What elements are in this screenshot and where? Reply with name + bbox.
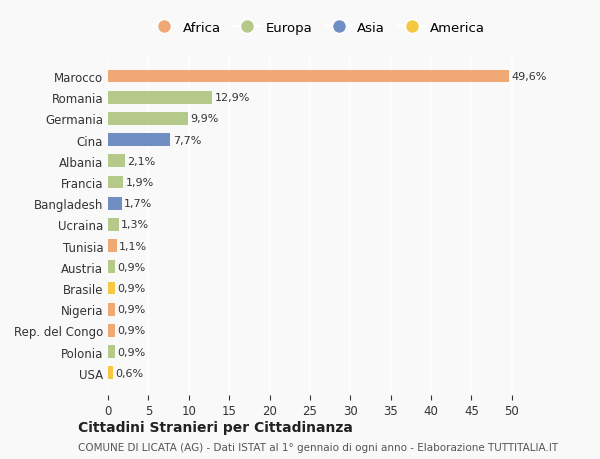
Text: 1,1%: 1,1%: [119, 241, 148, 251]
Bar: [108, 367, 113, 379]
Bar: [108, 155, 125, 168]
Text: 12,9%: 12,9%: [215, 93, 250, 103]
Text: 0,9%: 0,9%: [118, 304, 146, 314]
Text: 2,1%: 2,1%: [127, 157, 155, 167]
Bar: [108, 261, 115, 274]
Text: 0,9%: 0,9%: [118, 262, 146, 272]
Bar: [108, 218, 119, 231]
Text: 1,3%: 1,3%: [121, 220, 149, 230]
Text: 0,9%: 0,9%: [118, 347, 146, 357]
Bar: [108, 92, 212, 104]
Text: 1,9%: 1,9%: [126, 178, 154, 188]
Text: 1,7%: 1,7%: [124, 199, 152, 209]
Bar: [108, 197, 122, 210]
Bar: [108, 282, 115, 295]
Legend: Africa, Europa, Asia, America: Africa, Europa, Asia, America: [147, 17, 489, 39]
Bar: [108, 71, 509, 83]
Text: 9,9%: 9,9%: [190, 114, 219, 124]
Bar: [108, 346, 115, 358]
Text: 0,6%: 0,6%: [115, 368, 143, 378]
Bar: [108, 303, 115, 316]
Bar: [108, 325, 115, 337]
Text: 0,9%: 0,9%: [118, 283, 146, 293]
Text: 7,7%: 7,7%: [173, 135, 201, 146]
Text: Cittadini Stranieri per Cittadinanza: Cittadini Stranieri per Cittadinanza: [78, 420, 353, 435]
Text: 49,6%: 49,6%: [511, 72, 547, 82]
Text: COMUNE DI LICATA (AG) - Dati ISTAT al 1° gennaio di ogni anno - Elaborazione TUT: COMUNE DI LICATA (AG) - Dati ISTAT al 1°…: [78, 442, 558, 452]
Text: 0,9%: 0,9%: [118, 326, 146, 336]
Bar: [108, 113, 188, 125]
Bar: [108, 134, 170, 147]
Bar: [108, 176, 124, 189]
Bar: [108, 240, 117, 252]
